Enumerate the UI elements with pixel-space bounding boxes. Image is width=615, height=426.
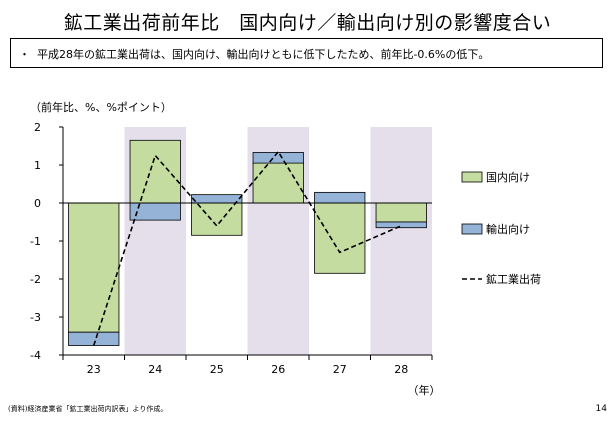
x-tick-label-27: 27 [333,363,347,376]
y-tick-label: -1 [30,235,41,248]
x-tick-label-25: 25 [210,363,224,376]
y-tick-label: 0 [34,197,41,210]
x-tick-label-24: 24 [148,363,162,376]
bar-export-25 [191,194,243,204]
bar-domestic-28 [375,202,427,223]
x-axis-label: （年） [408,383,441,397]
bar-export-27 [314,191,366,204]
x-tick-label-23: 23 [87,363,101,376]
legend-label-domestic: 国内向け [486,170,530,184]
summary-bullet: ・ [19,48,30,61]
legend-swatch-export [461,223,483,235]
unit-label: （前年比、%、%ポイント） [30,101,172,114]
bar-domestic-26 [252,162,304,204]
legend-label-export: 輸出向け [486,222,530,236]
y-tick-label: 1 [34,159,41,172]
page-number: 14 [595,404,607,414]
summary-box: ・ 平成28年の鉱工業出荷は、国内向け、輸出向けともに低下したため、前年比-0.… [10,38,603,68]
summary-text: 平成28年の鉱工業出荷は、国内向け、輸出向けともに低下したため、前年比-0.6%… [37,48,490,61]
y-tick-label: 2 [34,121,41,134]
x-tick-label-28: 28 [394,363,408,376]
bar-domestic-25 [191,202,243,236]
y-tick-label: -4 [30,349,41,362]
bar-domestic-27 [314,202,366,274]
x-tick-label-26: 26 [271,363,285,376]
bar-domestic-24 [129,139,181,204]
page-title: 鉱工業出荷前年比 国内向け／輸出向け別の影響度合い [63,12,552,34]
bar-domestic-23 [68,202,120,333]
legend-label-mining-shipments: 鉱工業出荷 [486,272,541,286]
source-note: (資料)経済産業省「鉱工業出荷内訳表」より作成。 [8,405,168,413]
bar-export-26 [252,152,304,164]
y-tick-label: -3 [30,311,41,324]
bar-export-28 [375,221,427,229]
y-tick-label: -2 [30,273,41,286]
legend-swatch-domestic [461,171,483,183]
shaded-column-28 [370,127,432,355]
